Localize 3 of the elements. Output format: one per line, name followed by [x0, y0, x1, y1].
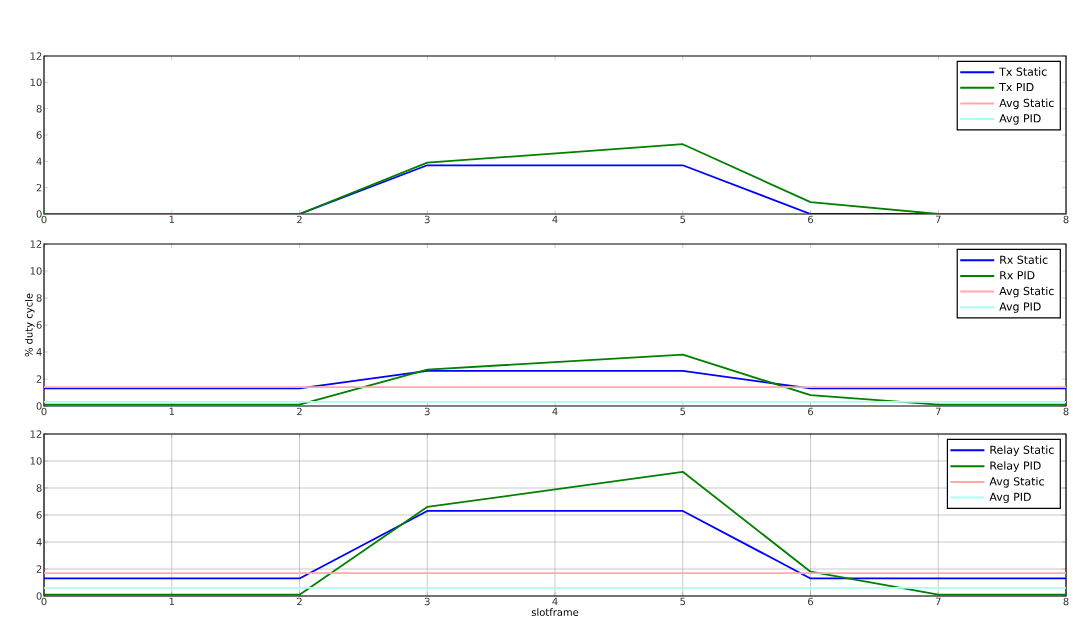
line-series — [44, 353, 1067, 406]
line-series — [44, 143, 1067, 214]
line-series — [44, 470, 1067, 596]
